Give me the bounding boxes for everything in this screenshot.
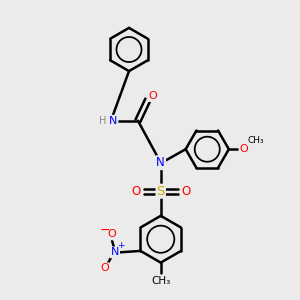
Text: H: H bbox=[99, 116, 106, 126]
Text: CH₃: CH₃ bbox=[248, 136, 264, 145]
Text: O: O bbox=[131, 185, 140, 198]
Text: S: S bbox=[157, 185, 165, 198]
Text: O: O bbox=[100, 263, 109, 273]
Text: +: + bbox=[117, 241, 124, 250]
Text: O: O bbox=[108, 230, 116, 239]
Text: O: O bbox=[181, 185, 190, 198]
Text: O: O bbox=[239, 144, 248, 154]
Text: O: O bbox=[148, 91, 157, 101]
Text: −: − bbox=[100, 224, 111, 237]
Text: CH₃: CH₃ bbox=[151, 276, 170, 286]
Text: N: N bbox=[111, 248, 119, 257]
Text: N: N bbox=[109, 116, 118, 126]
Text: N: N bbox=[156, 156, 165, 169]
